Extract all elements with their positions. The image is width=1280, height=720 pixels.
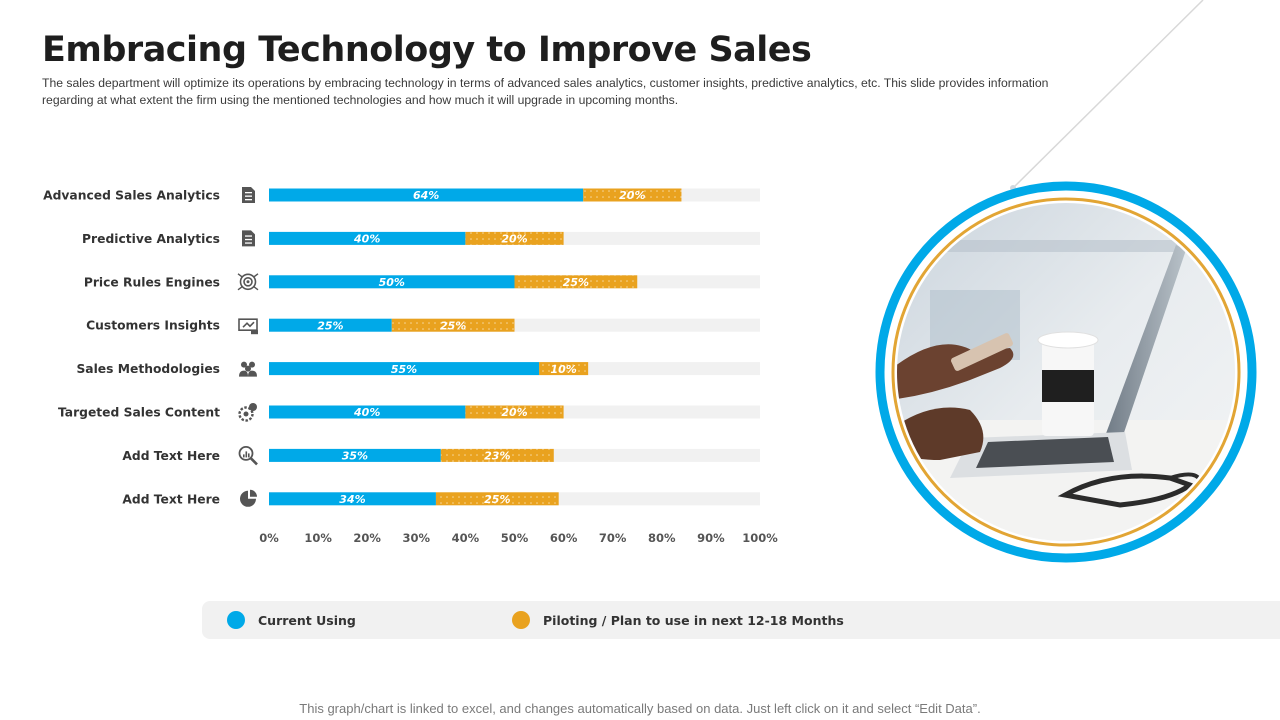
team-icon	[239, 361, 257, 377]
stacked-bar-chart[interactable]: Advanced Sales Analytics 64% 20% Predictive…	[0, 170, 820, 560]
chart-footnote: This graph/chart is linked to excel, and…	[299, 701, 981, 716]
x-tick-label: 60%	[550, 531, 578, 545]
data-label-current: 40%	[353, 233, 380, 246]
category-label: Price Rules Engines	[84, 275, 220, 289]
data-label-piloting: 20%	[619, 189, 645, 202]
bar-current-using[interactable]	[269, 492, 436, 506]
legend-current-dot	[227, 611, 245, 629]
bar-current-using[interactable]	[269, 318, 392, 332]
category-label: Targeted Sales Content	[58, 406, 220, 420]
x-tick-label: 100%	[742, 531, 778, 545]
legend-current-label: Current Using	[258, 612, 356, 628]
data-label-piloting: 23%	[484, 450, 510, 463]
presentation-icon	[238, 318, 258, 335]
data-label-current: 25%	[317, 319, 343, 332]
category-label: Add Text Here	[122, 449, 220, 463]
category-label: Add Text Here	[122, 492, 220, 506]
gear-target-icon	[238, 403, 257, 422]
data-label-piloting: 10%	[550, 363, 576, 376]
bar-piloting[interactable]	[465, 405, 564, 419]
bar-piloting[interactable]	[391, 318, 515, 332]
bar-piloting[interactable]	[539, 362, 589, 376]
category-label: Sales Methodologies	[76, 362, 220, 376]
laptop-photo-illustration	[875, 0, 1257, 563]
data-label-current: 64%	[413, 189, 439, 202]
category-label: Customers Insights	[86, 319, 220, 333]
x-tick-label: 10%	[304, 531, 332, 545]
bar-piloting[interactable]	[465, 231, 564, 245]
bar-piloting[interactable]	[514, 275, 638, 289]
x-tick-label: 20%	[353, 531, 381, 545]
bar-current-using[interactable]	[269, 231, 466, 245]
data-label-current: 35%	[342, 450, 368, 463]
data-label-piloting: 20%	[501, 233, 527, 246]
x-tick-label: 70%	[599, 531, 627, 545]
pie-chart-icon	[240, 489, 257, 507]
bar-current-using[interactable]	[269, 448, 441, 462]
legend-item-current[interactable]: Current Using	[227, 611, 356, 629]
data-label-piloting: 25%	[440, 319, 466, 332]
data-label-current: 50%	[379, 276, 405, 289]
legend-item-piloting[interactable]: Piloting / Plan to use in next 12-18 Mon…	[512, 611, 844, 629]
chart-legend: Current Using Piloting / Plan to use in …	[202, 601, 1280, 639]
data-label-current: 55%	[391, 363, 417, 376]
data-label-current: 34%	[339, 493, 365, 506]
legend-piloting-label: Piloting / Plan to use in next 12-18 Mon…	[543, 612, 844, 628]
bar-current-using[interactable]	[269, 188, 584, 202]
x-tick-label: 50%	[501, 531, 529, 545]
legend-piloting-dot	[512, 611, 530, 629]
bar-current-using[interactable]	[269, 362, 540, 376]
document-icon	[242, 230, 255, 247]
data-label-current: 40%	[353, 406, 380, 419]
page-description: The sales department will optimize its o…	[42, 76, 1049, 107]
bar-current-using[interactable]	[269, 405, 466, 419]
x-tick-label: 40%	[452, 531, 480, 545]
analytics-search-icon	[238, 445, 258, 466]
page-title: Embracing Technology to Improve Sales	[42, 30, 812, 70]
x-tick-label: 90%	[697, 531, 725, 545]
data-label-piloting: 20%	[501, 406, 527, 419]
data-label-piloting: 25%	[563, 276, 589, 289]
x-tick-label: 0%	[259, 531, 279, 545]
data-label-piloting: 25%	[484, 493, 510, 506]
bar-current-using[interactable]	[269, 275, 515, 289]
x-tick-label: 30%	[403, 531, 431, 545]
category-label: Advanced Sales Analytics	[43, 189, 220, 203]
bar-piloting[interactable]	[583, 188, 682, 202]
x-tick-label: 80%	[648, 531, 676, 545]
category-label: Predictive Analytics	[82, 232, 220, 246]
document-icon	[242, 187, 255, 203]
bar-piloting[interactable]	[440, 448, 554, 462]
bar-piloting[interactable]	[435, 492, 559, 506]
target-icon	[237, 273, 259, 291]
